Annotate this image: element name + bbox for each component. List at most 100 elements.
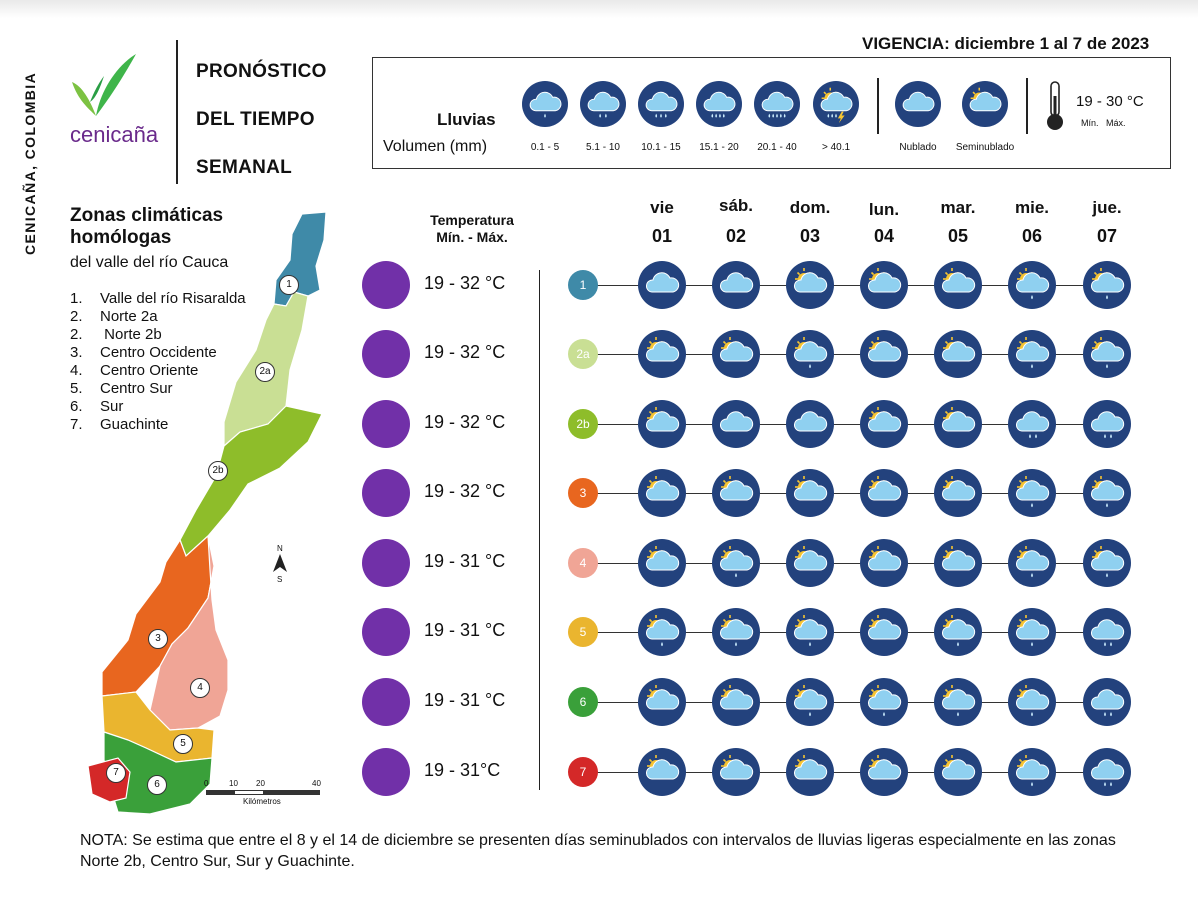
zone-list-name: Sur (100, 398, 124, 415)
zone-list-item: 5. Centro Sur (70, 380, 246, 398)
title-line-1: PRONÓSTICO (196, 61, 327, 82)
partly-cloudy-icon (638, 469, 686, 517)
partly-cloudy-rain-icon (1008, 539, 1056, 587)
storm-icon (813, 81, 859, 127)
partly-cloudy-icon (638, 678, 686, 726)
zone-badge: 2a (568, 339, 598, 369)
thermometer-icon (1047, 81, 1063, 130)
rain-4-icon (696, 81, 742, 127)
compass-arrow-icon (273, 554, 287, 572)
zone-list-name: Norte 2b (100, 326, 162, 343)
temperature-dot (362, 678, 410, 726)
day-number: 07 (1096, 226, 1118, 246)
zone-list-item: 6. Sur (70, 398, 246, 416)
day-number: 06 (1021, 226, 1043, 246)
partly-cloudy-icon (860, 400, 908, 448)
zone-list-item: 3. Centro Occidente (70, 344, 246, 362)
cloud-icon (895, 81, 941, 127)
partly-cloudy-icon (638, 748, 686, 796)
temperature-header-line-2: Mín. - Máx. (436, 229, 508, 245)
zone-list-item: 2. Norte 2b (70, 326, 246, 344)
row-line (583, 772, 1109, 773)
map-label-3: 3 (148, 629, 168, 649)
temperature-range: 19 - 32 °C (424, 342, 506, 362)
zone-list-item: 1. Valle del río Risaralda (70, 290, 246, 308)
partly-cloudy-rain-icon (1008, 608, 1056, 656)
legend-rain-label: 5.1 - 10 (586, 142, 620, 153)
temperature-range: 19 - 32 °C (424, 412, 506, 432)
zone-list-name: Valle del río Risaralda (100, 290, 246, 307)
cloud-rain-icon (1083, 608, 1131, 656)
legend-rain-label: 20.1 - 40 (757, 142, 797, 153)
zone-badge: 7 (568, 757, 598, 787)
rain-1-icon (522, 81, 568, 127)
vigencia-text: VIGENCIA: diciembre 1 al 7 de 2023 (862, 34, 1150, 53)
day-number: 03 (799, 226, 821, 246)
table-divider (539, 270, 540, 790)
temperature-range: 19 - 32 °C (424, 273, 506, 293)
day-name: dom. (789, 198, 831, 217)
legend-min-label: Mín. (1081, 118, 1099, 128)
brand-name: cenicaña (70, 122, 159, 147)
partly-cloudy-icon (860, 748, 908, 796)
partly-cloudy-icon (712, 678, 760, 726)
temperature-dot (362, 400, 410, 448)
zone-badge: 1 (568, 270, 598, 300)
zones-map (87, 211, 327, 815)
volumen-label: Volumen (mm) (383, 138, 488, 155)
zone-list-number: 1. (70, 290, 83, 307)
legend-rain-label: > 40.1 (821, 142, 851, 153)
partly-cloudy-rain-icon (934, 678, 982, 726)
temperature-range: 19 - 31 °C (424, 690, 506, 710)
row-line (583, 285, 1109, 286)
map-label-2a: 2a (255, 362, 275, 382)
temperature-header: Temperatura Mín. - Máx. (420, 212, 524, 246)
partly-cloudy-icon (934, 539, 982, 587)
row-line (583, 354, 1109, 355)
map-label-5: 5 (173, 734, 193, 754)
day-name: mar. (940, 198, 976, 217)
partly-cloudy-rain-icon (1008, 330, 1056, 378)
zone-list-item: 7. Guachinte (70, 416, 246, 434)
zone-list-number: 6. (70, 398, 83, 415)
partly-cloudy-rain-icon (1083, 330, 1131, 378)
zone-list-number: 4. (70, 362, 83, 379)
day-name: vie (650, 198, 674, 217)
partly-cloudy-rain-icon (1008, 748, 1056, 796)
row-line (583, 632, 1109, 633)
partly-cloudy-rain-icon (1083, 261, 1131, 309)
cloud-icon (712, 261, 760, 309)
partly-cloudy-icon (786, 748, 834, 796)
map-label-4: 4 (190, 678, 210, 698)
partly-cloudy-icon (712, 748, 760, 796)
partly-cloudy-icon (860, 469, 908, 517)
temperature-dot (362, 469, 410, 517)
scale-tick-10: 10 (229, 779, 238, 788)
temperature-dot (362, 539, 410, 587)
nota-text: NOTA: Se estima que entre el 8 y el 14 d… (80, 832, 1116, 870)
cloud-rain-icon (1008, 400, 1056, 448)
partly-cloudy-icon (934, 330, 982, 378)
compass-north: N (277, 544, 283, 553)
day-name: mie. (1014, 198, 1050, 217)
title-line-3: SEMANAL (196, 157, 293, 178)
partly-cloudy-icon (860, 261, 908, 309)
partly-cloudy-icon (860, 330, 908, 378)
legend-divider-1 (877, 78, 879, 134)
partly-cloudy-icon (638, 539, 686, 587)
map-label-7: 7 (106, 763, 126, 783)
partly-cloudy-icon (638, 330, 686, 378)
legend-temp-range: 19 - 30 °C (1076, 93, 1144, 110)
day-name: jue. (1092, 198, 1122, 217)
map-label-1: 1 (279, 275, 299, 295)
partly-cloudy-rain-icon (786, 608, 834, 656)
partly-cloudy-icon (934, 400, 982, 448)
zone-badge: 2b (568, 409, 598, 439)
partly-cloudy-rain-icon (712, 608, 760, 656)
zone-list-name: Guachinte (100, 416, 169, 433)
partly-cloudy-icon (934, 469, 982, 517)
cloud-icon (712, 400, 760, 448)
cloud-rain-icon (1083, 748, 1131, 796)
scale-tick-40: 40 (312, 779, 321, 788)
partly-cloudy-rain-icon (1008, 261, 1056, 309)
